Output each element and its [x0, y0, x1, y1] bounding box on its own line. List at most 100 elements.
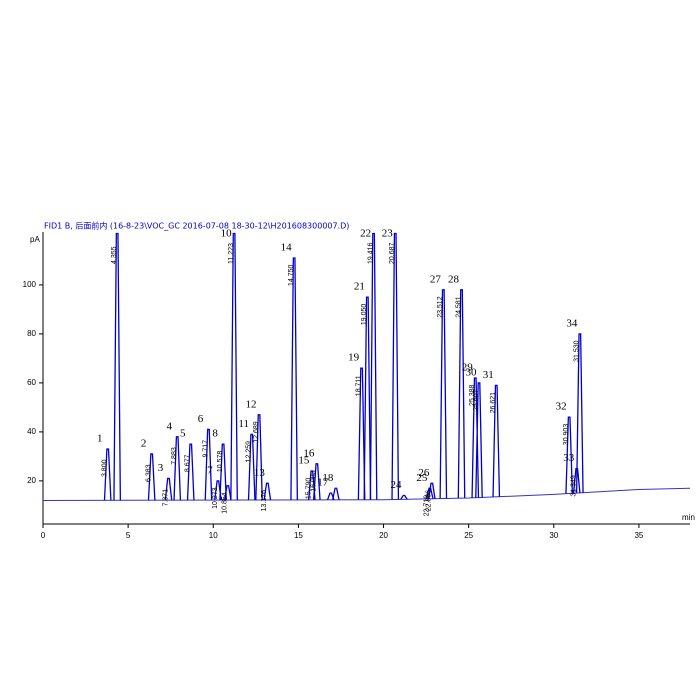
peak [223, 485, 232, 501]
peak [427, 482, 436, 499]
peak [439, 289, 448, 499]
peak-number: 16 [303, 447, 315, 459]
peak [363, 296, 372, 500]
peak-number: 23 [382, 228, 394, 240]
peak-number: 34 [566, 317, 578, 329]
x-tick-label: 15 [294, 531, 303, 540]
baseline [43, 487, 691, 501]
retention-time-label: 13.176 [261, 490, 268, 512]
peak-number: 7 [207, 464, 213, 476]
retention-time-label: 4.355 [111, 246, 118, 264]
peak [290, 257, 298, 500]
peak-number: 3 [158, 462, 164, 474]
peak-number: 11 [238, 418, 249, 430]
peak-number: 33 [563, 452, 575, 464]
peak [147, 453, 156, 501]
retention-time-label: 9.717 [202, 440, 209, 458]
peak [565, 416, 574, 494]
peak [103, 448, 112, 501]
retention-time-label: 15.790 [306, 478, 313, 500]
y-axis-label: pA [30, 235, 40, 244]
retention-time-label: 14.750 [288, 264, 295, 286]
x-tick-label: 0 [41, 531, 46, 540]
x-tick-label: 25 [464, 531, 473, 540]
peak-number: 13 [254, 467, 266, 479]
peak [263, 482, 272, 501]
peak [173, 436, 182, 501]
peak-number: 18 [322, 472, 334, 484]
x-tick-label: 5 [126, 531, 131, 540]
retention-time-label: 12.259 [246, 441, 253, 463]
peak-number: 12 [246, 398, 257, 410]
retention-time-label: 19.050 [361, 304, 368, 326]
peak-number: 10 [221, 228, 233, 240]
peak-number: 28 [448, 273, 460, 285]
peak-number: 26 [418, 467, 430, 479]
retention-time-label: 31.349 [571, 475, 578, 497]
peak-number: 8 [212, 428, 218, 440]
peak-number: 25 [416, 472, 428, 484]
peak-number: 17 [317, 477, 329, 489]
peak [332, 487, 340, 500]
retention-time-label: 25.607 [473, 389, 480, 411]
retention-time-label: 11.223 [228, 243, 235, 264]
peak [457, 289, 466, 499]
retention-time-label: 10.854 [222, 492, 229, 514]
peak-number: 22 [360, 228, 371, 240]
peak [113, 232, 121, 501]
peak [391, 232, 400, 500]
retention-time-label: 19.416 [367, 242, 374, 264]
peak-number: 30 [465, 366, 477, 378]
peak [369, 232, 378, 500]
peak [400, 494, 408, 500]
peak [475, 382, 483, 498]
retention-time-label: 12.689 [253, 421, 260, 443]
retention-time-label: 10.273 [212, 487, 219, 509]
retention-time-label: 25.388 [469, 384, 476, 406]
plot-area [43, 232, 691, 501]
peak [247, 433, 256, 501]
peak-number: 29 [462, 362, 474, 374]
peak-number: 21 [354, 281, 365, 293]
peak-number: 6 [198, 413, 204, 425]
y-tick-label: 60 [27, 378, 36, 387]
peak [164, 477, 173, 501]
peak [575, 333, 584, 493]
retention-time-label: 26.621 [490, 392, 497, 414]
x-tick-label: 10 [209, 531, 218, 540]
peak [492, 384, 501, 497]
chart-title: FID1 B, 后面前内 (16-8-23\VOC_GC 2016-07-08 … [44, 221, 349, 231]
y-tick-label: 80 [27, 329, 36, 338]
peak [312, 463, 321, 500]
retention-time-label: 7.371 [162, 489, 169, 507]
retention-time-label: 7.883 [171, 447, 178, 465]
peak-number: 32 [556, 401, 567, 413]
retention-time-label: 22.719 [424, 495, 431, 517]
peak-number: 1 [97, 433, 103, 445]
retention-time-label: 18.711 [355, 375, 362, 396]
peak-number: 31 [483, 369, 494, 381]
retention-time-label: 3.800 [102, 459, 109, 477]
retention-time-label: 22.836 [426, 490, 433, 512]
y-tick-label: 100 [23, 280, 37, 289]
retention-time-label: 10.578 [217, 451, 224, 473]
peak-number: 14 [281, 241, 293, 253]
peak [357, 367, 366, 500]
peak [255, 414, 263, 501]
peak [219, 443, 227, 501]
x-tick-label: 35 [634, 531, 643, 540]
retention-time-label: 24.581 [455, 296, 462, 318]
retention-time-label: 8.677 [185, 455, 192, 473]
retention-time-label: 31.530 [574, 340, 581, 362]
peak-number: 15 [298, 455, 310, 467]
peak-number: 5 [180, 428, 186, 440]
peak [230, 232, 238, 501]
peak-number: 27 [430, 273, 442, 285]
peak-number: 24 [390, 479, 402, 491]
peak-number: 2 [141, 437, 147, 449]
retention-time-label: 30.903 [563, 424, 570, 446]
peak-number: 4 [166, 420, 172, 432]
y-tick-label: 20 [27, 476, 36, 485]
x-axis-label: min [682, 513, 695, 522]
